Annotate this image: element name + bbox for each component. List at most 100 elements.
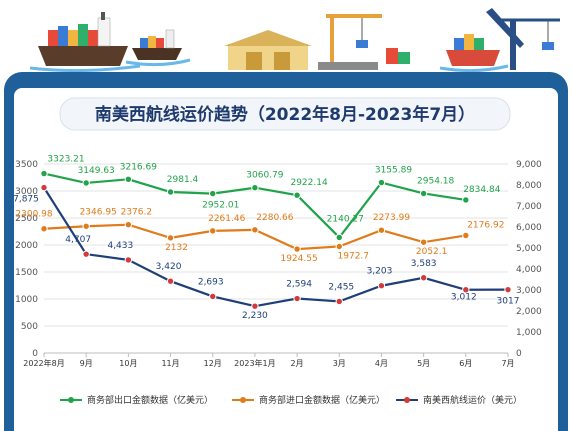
data-point bbox=[251, 302, 259, 310]
data-point bbox=[209, 189, 217, 198]
data-label: 2300.98 bbox=[15, 210, 52, 220]
data-label: 2132 bbox=[165, 243, 188, 253]
x-tick-label: 2023年1月 bbox=[234, 358, 275, 368]
data-label: 2176.92 bbox=[467, 220, 504, 230]
data-label: 3,420 bbox=[156, 262, 182, 272]
data-point bbox=[462, 231, 470, 240]
data-point bbox=[166, 188, 175, 196]
data-point bbox=[462, 286, 470, 294]
left-y-tick-label: 500 bbox=[21, 322, 38, 332]
data-label: 3149.63 bbox=[78, 166, 115, 176]
right-y-tick-label: 5,000 bbox=[516, 244, 542, 254]
right-y-tick-label: 3,000 bbox=[516, 286, 542, 296]
data-label: 2952.01 bbox=[202, 201, 239, 211]
x-tick-label: 2月 bbox=[291, 359, 304, 368]
data-label: 3216.69 bbox=[120, 162, 157, 172]
data-label: 3323.21 bbox=[47, 155, 84, 165]
data-point bbox=[124, 220, 133, 229]
data-point bbox=[251, 226, 259, 234]
data-point bbox=[82, 250, 90, 258]
x-tick-label: 7月 bbox=[501, 359, 514, 368]
right-y-tick-label: 9,000 bbox=[516, 160, 542, 170]
x-tick-label: 6月 bbox=[459, 359, 472, 368]
data-point bbox=[293, 191, 301, 199]
legend-marker bbox=[240, 397, 246, 403]
data-label: 3060.79 bbox=[246, 171, 283, 181]
x-tick-label: 3月 bbox=[333, 359, 346, 368]
data-point bbox=[335, 233, 343, 242]
data-point bbox=[40, 183, 48, 192]
data-label: 3017 bbox=[497, 297, 520, 307]
right-y-tick-label: 8,000 bbox=[516, 181, 542, 191]
data-point bbox=[504, 285, 512, 294]
chart-title: 南美西航线运价趋势（2022年8月-2023年7月） bbox=[95, 104, 475, 125]
legend-label: 商务部出口金额数据（亿美元） bbox=[87, 394, 213, 406]
series-2: 2300.98 2346.95 2376.2 2132 2261.46 2280.66 19… bbox=[15, 207, 504, 264]
left-y-axis: 0 500 1000 1500 2000 2500 3000 3500 bbox=[15, 160, 38, 359]
data-label: 2280.66 bbox=[256, 213, 293, 223]
data-point bbox=[124, 175, 133, 183]
legend-item: 商务部出口金额数据（亿美元） bbox=[60, 394, 213, 406]
warehouse-icon bbox=[224, 30, 312, 70]
port-crane-icon bbox=[318, 14, 410, 70]
data-point bbox=[293, 245, 301, 253]
legend-marker bbox=[404, 397, 410, 403]
data-point bbox=[209, 227, 217, 235]
data-point bbox=[82, 222, 90, 230]
data-point bbox=[377, 226, 386, 234]
data-label: 2834.84 bbox=[463, 185, 500, 195]
legend-label: 南美西航线运价（美元） bbox=[423, 394, 522, 406]
data-label: 3,583 bbox=[411, 259, 437, 269]
x-tick-label: 2022年8月 bbox=[23, 358, 64, 368]
series-3: 7,875 4,707 4,433 3,420 2,693 2,230 2,594 2,455… bbox=[13, 183, 520, 321]
legend-item: 商务部进口金额数据（亿美元） bbox=[232, 394, 385, 406]
data-label: 4,433 bbox=[107, 241, 133, 251]
right-y-tick-label: 2,000 bbox=[516, 307, 542, 317]
right-y-tick-label: 0 bbox=[516, 349, 522, 359]
x-axis: 2022年8月 9月 10月 11月 12月 2023年1月 2月 3月 4月 5月 6月 7月 bbox=[23, 352, 515, 368]
data-label: 2052.1 bbox=[416, 247, 448, 257]
left-y-tick-label: 0 bbox=[32, 349, 38, 359]
data-point bbox=[209, 292, 217, 301]
data-point bbox=[251, 184, 259, 192]
data-label: 1924.55 bbox=[280, 254, 317, 264]
legend-marker bbox=[68, 397, 74, 403]
right-y-tick-label: 1,000 bbox=[516, 328, 542, 338]
data-point bbox=[377, 178, 386, 187]
left-y-tick-label: 3500 bbox=[15, 160, 38, 170]
left-y-tick-label: 2000 bbox=[15, 241, 38, 251]
right-y-axis: 0 1,000 2,000 3,000 4,000 5,000 6,000 7,000 8,00… bbox=[516, 160, 542, 359]
chart-title-banner: 南美西航线运价趋势（2022年8月-2023年7月） bbox=[59, 97, 511, 131]
data-point bbox=[419, 189, 428, 198]
data-point bbox=[40, 225, 48, 233]
series-line bbox=[43, 187, 509, 308]
cargo-ship-small-icon bbox=[125, 29, 191, 67]
x-tick-label: 4月 bbox=[375, 359, 388, 368]
data-label: 3,203 bbox=[367, 267, 393, 277]
right-y-tick-label: 6,000 bbox=[516, 223, 542, 233]
left-y-tick-label: 2500 bbox=[15, 214, 38, 224]
legend: 商务部出口金额数据（亿美元） 商务部进口金额数据（亿美元） 南美西航线运价（美元） bbox=[60, 394, 522, 406]
data-point bbox=[335, 297, 343, 306]
legend-item: 南美西航线运价（美元） bbox=[396, 394, 522, 406]
data-label: 2346.95 bbox=[80, 207, 117, 217]
data-label: 7,875 bbox=[13, 195, 39, 205]
x-tick-label: 12月 bbox=[204, 359, 222, 368]
data-label: 2273.99 bbox=[373, 213, 410, 223]
data-label: 2,230 bbox=[242, 311, 268, 321]
data-label: 2922.14 bbox=[290, 178, 327, 188]
data-point bbox=[377, 282, 386, 290]
legend-label: 商务部进口金额数据（亿美元） bbox=[259, 394, 385, 406]
data-point bbox=[419, 274, 428, 282]
x-tick-label: 11月 bbox=[161, 359, 179, 368]
container-ship-right-icon bbox=[439, 34, 509, 73]
data-label: 4,707 bbox=[65, 235, 91, 245]
right-y-tick-label: 7,000 bbox=[516, 202, 542, 212]
data-point bbox=[40, 169, 48, 178]
data-label: 2376.2 bbox=[121, 208, 153, 218]
data-point bbox=[82, 179, 90, 187]
data-point bbox=[462, 196, 470, 204]
